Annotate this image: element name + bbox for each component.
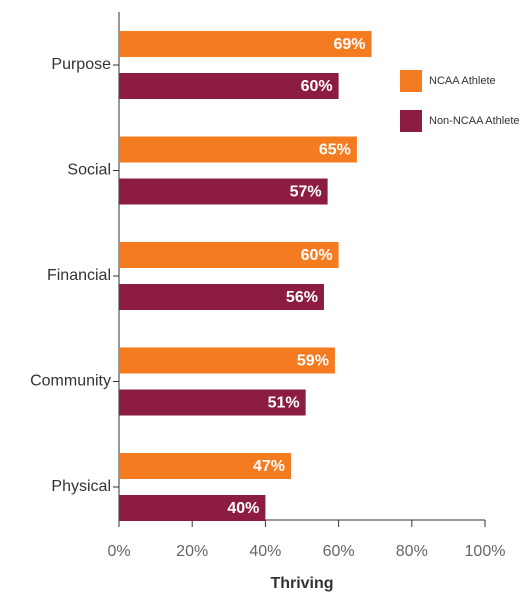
data-label: 69% (334, 36, 366, 53)
x-tick-label: 40% (249, 543, 281, 560)
data-label: 40% (227, 500, 259, 517)
bar (119, 453, 292, 479)
y-tick-label: Financial (47, 267, 111, 284)
y-tick-label: Community (30, 373, 111, 390)
legend-swatch (400, 70, 422, 92)
bar (119, 136, 357, 163)
bar (119, 495, 266, 521)
y-tick-label: Physical (51, 478, 111, 495)
data-label: 47% (253, 458, 285, 475)
data-label: 59% (297, 353, 329, 370)
bar (119, 389, 306, 416)
bar (119, 178, 328, 205)
bar (119, 284, 324, 310)
legend-swatch (400, 110, 422, 132)
bar (119, 73, 339, 99)
x-tick-label: 80% (396, 543, 428, 560)
data-label: 60% (301, 78, 333, 95)
legend-label: Non-NCAA Athlete (429, 115, 520, 127)
x-tick-label: 100% (465, 543, 506, 560)
bar (119, 347, 335, 374)
x-axis-title: Thriving (270, 575, 333, 592)
y-tick-label: Purpose (51, 56, 111, 73)
y-tick-label: Social (67, 162, 111, 179)
bar (119, 31, 372, 57)
x-tick-label: 60% (323, 543, 355, 560)
legend-label: NCAA Athlete (429, 75, 496, 87)
x-tick-label: 0% (107, 543, 130, 560)
data-label: 57% (290, 184, 322, 201)
data-label: 65% (319, 142, 351, 159)
bar (119, 242, 339, 268)
data-label: 56% (286, 289, 318, 306)
data-label: 51% (268, 395, 300, 412)
data-label: 60% (301, 247, 333, 264)
x-tick-label: 20% (176, 543, 208, 560)
